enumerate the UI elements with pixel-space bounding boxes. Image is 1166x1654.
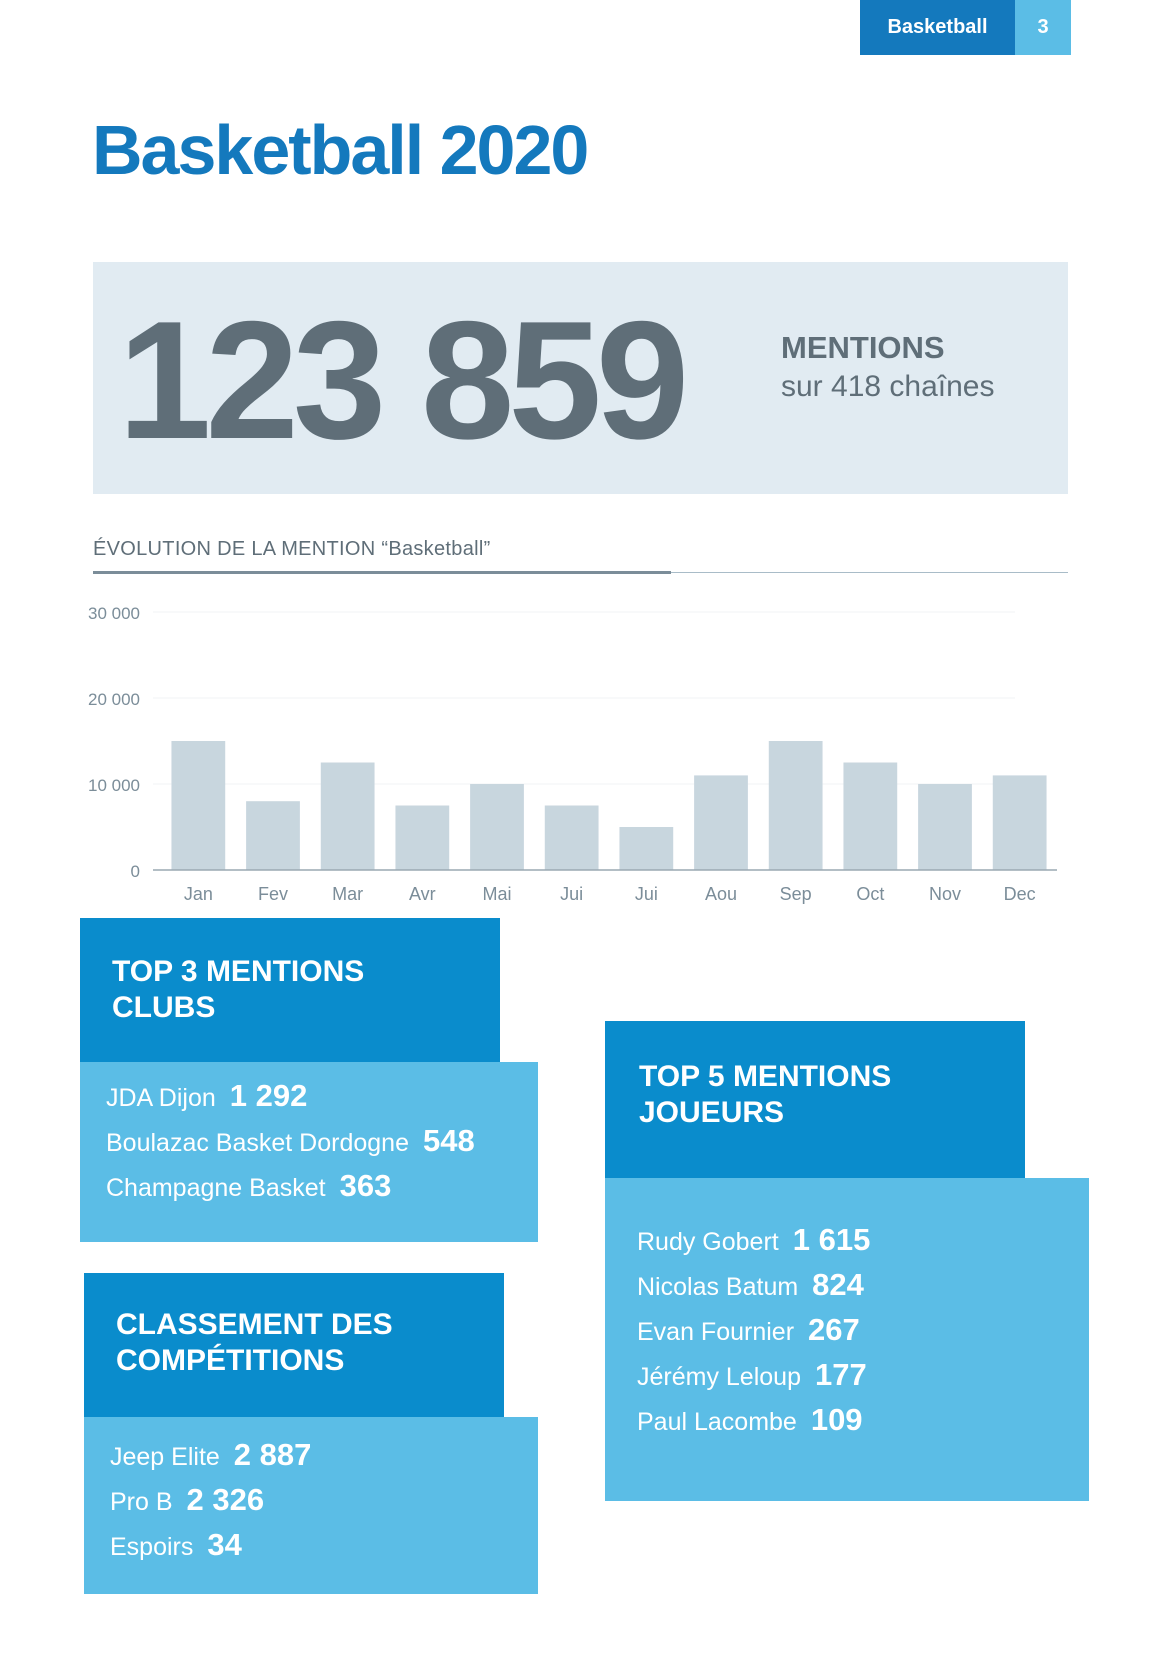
bar-chart: 0 10 000 20 000 30 000 Jan Fev Mar Avr Mai Jui Jui…: [88, 604, 1057, 904]
channels-label: sur 418 chaînes: [781, 370, 995, 403]
item-value: 109: [810, 1402, 863, 1437]
item-name: Nicolas Batum: [637, 1273, 799, 1301]
x-tick-label: Sep: [780, 884, 812, 904]
x-tick-label: Jui: [560, 884, 583, 904]
bar-mai: [470, 784, 524, 870]
list-item: Evan Fournier 267: [637, 1312, 1057, 1357]
bar-dec: [992, 775, 1047, 870]
item-name: Champagne Basket: [106, 1174, 326, 1202]
item-name: Rudy Gobert: [637, 1228, 779, 1256]
list-item: Nicolas Batum 824: [637, 1267, 1057, 1312]
list-item: JDA Dijon 1 292: [106, 1078, 512, 1123]
page-number: 3: [1015, 0, 1071, 55]
bar-jui: [544, 805, 599, 870]
list-item: Pro B 2 326: [110, 1482, 512, 1527]
chart-divider-accent: [93, 571, 671, 574]
list-item: Boulazac Basket Dordogne 548: [106, 1123, 512, 1168]
section-tab: Basketball: [860, 0, 1015, 55]
x-tick-label: Dec: [1004, 884, 1036, 904]
x-tick-label: Mar: [332, 884, 363, 904]
bar-fev: [246, 801, 300, 870]
x-tick-label: Nov: [929, 884, 961, 904]
item-value: 1 615: [792, 1222, 871, 1257]
item-name: Evan Fournier: [637, 1318, 795, 1346]
x-tick-label: Oct: [856, 884, 884, 904]
y-tick-label: 0: [131, 862, 140, 881]
list-item: Paul Lacombe 109: [637, 1402, 1057, 1447]
item-value: 363: [339, 1168, 392, 1203]
item-value: 1 292: [229, 1078, 308, 1113]
list-item: Champagne Basket 363: [106, 1168, 512, 1213]
competitions-list: Jeep Elite 2 887 Pro B 2 326 Espoirs 34: [84, 1417, 538, 1594]
x-tick-label: Fev: [258, 884, 288, 904]
y-tick-label: 10 000: [88, 776, 140, 795]
clubs-title: TOP 3 MENTIONS CLUBS: [80, 918, 500, 1062]
total-mentions-box: 123 859 MENTIONS sur 418 chaînes: [93, 262, 1068, 494]
clubs-list: JDA Dijon 1 292 Boulazac Basket Dordogne 54…: [80, 1062, 538, 1242]
list-item: Jérémy Leloup 177: [637, 1357, 1057, 1402]
item-name: Pro B: [110, 1488, 173, 1516]
item-name: Jérémy Leloup: [637, 1363, 801, 1391]
x-tick-label: Mai: [482, 884, 511, 904]
bar-avr: [395, 805, 450, 870]
players-title: TOP 5 MENTIONS JOUEURS: [605, 1021, 1025, 1178]
item-value: 177: [814, 1357, 867, 1392]
item-value: 2 326: [186, 1482, 265, 1517]
x-tick-label: Jan: [184, 884, 213, 904]
players-box: TOP 5 MENTIONS JOUEURS Rudy Gobert 1 615 N…: [605, 1021, 1089, 1501]
bar-oct: [843, 762, 898, 870]
page-title: Basketball 2020: [92, 111, 589, 189]
list-item: Espoirs 34: [110, 1527, 512, 1572]
item-name: Boulazac Basket Dordogne: [106, 1129, 409, 1157]
bar-nov: [918, 784, 972, 870]
bar-aou: [694, 775, 748, 870]
bar-mar: [320, 762, 375, 870]
chart-title: ÉVOLUTION DE LA MENTION “Basketball”: [93, 538, 491, 560]
item-value: 34: [207, 1527, 242, 1562]
total-mentions-number: 123 859: [118, 286, 689, 474]
item-name: Espoirs: [110, 1533, 194, 1561]
x-tick-label: Aou: [705, 884, 737, 904]
competitions-title: CLASSEMENT DES COMPÉTITIONS: [84, 1273, 504, 1417]
players-list: Rudy Gobert 1 615 Nicolas Batum 824 Evan Fou…: [605, 1178, 1089, 1501]
list-item: Rudy Gobert 1 615: [637, 1222, 1057, 1267]
y-tick-label: 20 000: [88, 690, 140, 709]
clubs-box: TOP 3 MENTIONS CLUBS JDA Dijon 1 292 Boula…: [80, 918, 538, 1242]
mentions-label: MENTIONS: [781, 330, 945, 365]
x-tick-label: Jui: [635, 884, 658, 904]
item-name: Jeep Elite: [110, 1443, 220, 1471]
bar-jui: [619, 827, 674, 870]
bar-sep: [768, 741, 823, 870]
item-name: JDA Dijon: [106, 1084, 216, 1112]
competitions-box: CLASSEMENT DES COMPÉTITIONS Jeep Elite 2 …: [84, 1273, 538, 1594]
item-value: 2 887: [233, 1437, 312, 1472]
item-value: 267: [808, 1312, 860, 1347]
bar-jan: [171, 741, 226, 870]
y-tick-label: 30 000: [88, 604, 140, 623]
item-value: 548: [422, 1123, 475, 1158]
item-name: Paul Lacombe: [637, 1408, 797, 1436]
list-item: Jeep Elite 2 887: [110, 1437, 512, 1482]
x-tick-label: Avr: [409, 884, 436, 904]
item-value: 824: [812, 1267, 864, 1302]
